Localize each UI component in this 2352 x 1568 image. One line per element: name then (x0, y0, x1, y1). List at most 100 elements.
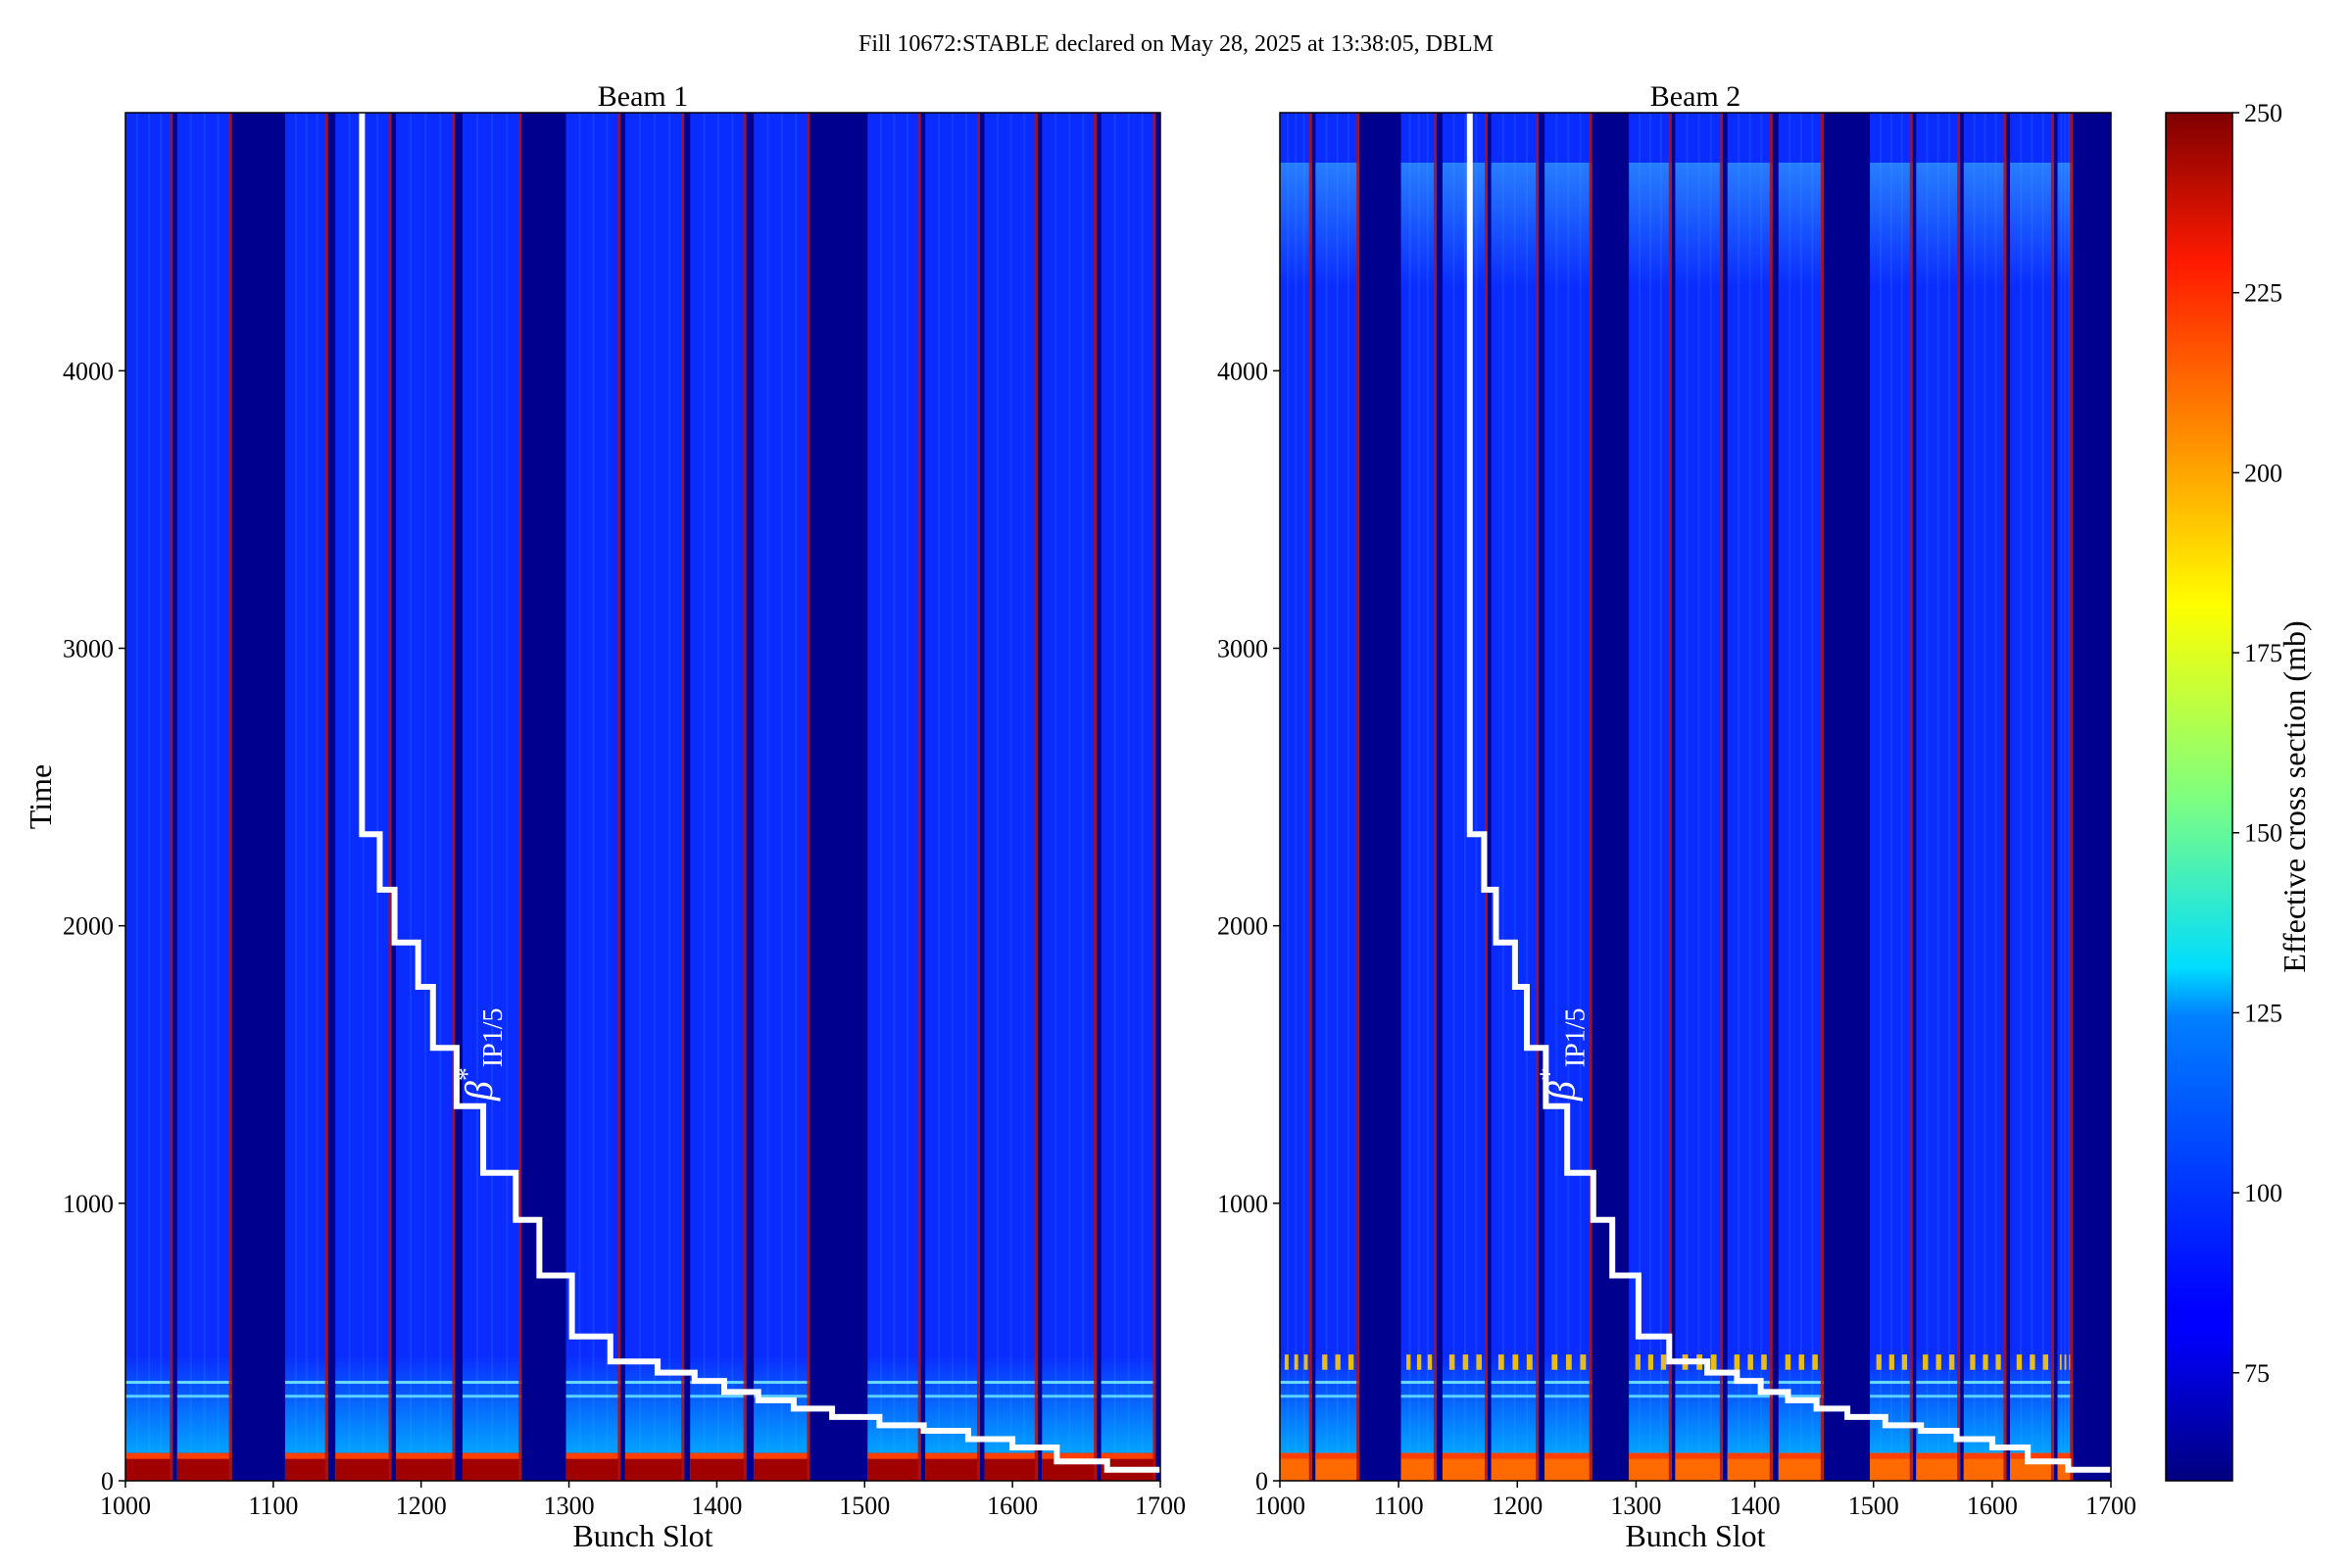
bunch-texture (1686, 113, 1689, 1481)
colorbar-ticks: 75 100 125 150 175 200 225 250 (2232, 99, 2282, 1388)
x-tick-label: 1600 (1967, 1492, 2018, 1520)
bunch-texture (1936, 113, 1939, 1481)
bunch-band-line (754, 1381, 810, 1385)
x-tick-label: 1300 (1610, 1492, 1661, 1520)
bunch-band-line (1916, 1381, 1961, 1385)
beam2-beta-star-layer: β*IP1/5 (1279, 112, 2112, 1482)
beta-star-annotation: β*IP1/5 (453, 1007, 509, 1102)
bunch-upper-glow (1963, 162, 2007, 288)
bunch-texture (997, 113, 1000, 1481)
bunch-band-line (284, 1395, 328, 1398)
bunch-band-line (1778, 1395, 1824, 1398)
bunch-texture (148, 113, 151, 1481)
bunch-band-line (1544, 1395, 1592, 1398)
bunch-band-line (125, 1395, 173, 1398)
beam1-beta-star-layer: β*IP1/5 (124, 112, 1161, 1482)
x-tick-label: 1700 (2085, 1492, 2136, 1520)
bunch-upper-glow (1675, 162, 1723, 288)
bunch-train (1101, 113, 1156, 1481)
bunch-high-edge (1042, 1452, 1098, 1459)
beam2-x-axis-label: Bunch Slot (1625, 1518, 1765, 1553)
bunch-edge-stripe (1668, 113, 1672, 1481)
bunch-texture (1141, 113, 1144, 1481)
bunch-texture (1648, 113, 1651, 1481)
beam2-heatmap (1280, 113, 2111, 1481)
bunch-train (867, 113, 921, 1481)
bunch-texture (506, 113, 509, 1481)
bunch-hotspot (1747, 1354, 1753, 1370)
bunch-texture (879, 113, 882, 1481)
bunch-high-edge (1442, 1452, 1488, 1459)
colorbar-label: Effective cross section (mb) (2277, 620, 2312, 972)
bunch-train (1963, 113, 2007, 1481)
bunch-train (1442, 113, 1488, 1481)
bunch-high-edge (1963, 1452, 2007, 1459)
bunch-hotspot (1497, 1354, 1504, 1370)
figure-title: Fill 10672:STABLE declared on May 28, 20… (858, 31, 1494, 57)
bunch-band-line (1675, 1395, 1723, 1398)
bunch-upper-glow (1442, 162, 1488, 288)
bunch-edge-stripe (617, 113, 621, 1481)
bunch-texture (668, 113, 671, 1481)
bunch-texture (716, 113, 719, 1481)
bunch-edge-stripe (1536, 113, 1540, 1481)
bunch-upper-glow (1778, 162, 1824, 288)
bunch-high-edge (335, 1452, 392, 1459)
bunch-band-line (565, 1381, 621, 1385)
bunch-texture (294, 113, 297, 1481)
y-tick-label: 1000 (1217, 1190, 1268, 1218)
bunch-edge-stripe (681, 113, 685, 1481)
bunch-band-line (1629, 1381, 1672, 1385)
bunch-upper-glow (1400, 162, 1437, 288)
bunch-hotspot (1970, 1354, 1976, 1370)
bunch-high-edge (1544, 1452, 1592, 1459)
bunch-hotspot (2059, 1354, 2062, 1370)
bunch-train (754, 113, 810, 1481)
bunch-texture (2060, 113, 2063, 1481)
bunch-high-edge (462, 1452, 522, 1459)
bunch-train (565, 113, 621, 1481)
bunch-train (1400, 113, 1437, 1481)
bunch-band-line (1870, 1381, 1913, 1385)
y-tick-label: 3000 (1217, 635, 1268, 663)
bunch-train (1629, 113, 1672, 1481)
bunch-upper-glow (1870, 162, 1913, 288)
bunch-band-line (754, 1395, 810, 1398)
x-tick-label: 1500 (839, 1492, 890, 1520)
bunch-hotspot (1734, 1354, 1740, 1370)
bunch-edge-stripe (2003, 113, 2007, 1481)
x-tick-label: 1700 (1135, 1492, 1186, 1520)
bunch-band-line (335, 1395, 392, 1398)
bunch-texture (795, 113, 798, 1481)
bunch-hotspot (2042, 1354, 2049, 1370)
bunch-texture (1336, 113, 1339, 1481)
bunch-edge-stripe (1820, 113, 1824, 1481)
y-tick-label: 4000 (63, 357, 114, 385)
bunch-hotspot (1322, 1354, 1328, 1370)
bunch-train (1675, 113, 1723, 1481)
bunch-edge-stripe (452, 113, 456, 1481)
bunch-band-line (1315, 1381, 1360, 1385)
bunch-texture (439, 113, 442, 1481)
bunch-hotspot (1660, 1354, 1667, 1370)
beta-subscript: IP1/5 (478, 1007, 509, 1067)
bunch-high-edge (1778, 1452, 1824, 1459)
bunch-low-band (2057, 1355, 2074, 1481)
bunch-texture (2031, 113, 2034, 1481)
bunch-texture (1417, 113, 1420, 1481)
bunch-high-edge (867, 1452, 921, 1459)
bunch-train (690, 113, 747, 1481)
bunch-texture (1567, 113, 1570, 1481)
bunch-texture (1295, 113, 1298, 1481)
bunch-hotspot (1303, 1354, 1308, 1370)
beam1-heatmap-panel: Beam 1 β*IP1/5 Bunch Slot Time 1000 1100 1… (23, 80, 1186, 1553)
bunch-train (2010, 113, 2054, 1481)
bunch-texture (316, 113, 318, 1481)
bunch-band-line (1491, 1395, 1540, 1398)
bunch-high-edge (1916, 1452, 1961, 1459)
bunch-texture (1748, 113, 1751, 1481)
bunch-high-edge (1727, 1452, 1773, 1459)
bunch-texture (410, 113, 413, 1481)
bunch-band-line (125, 1381, 173, 1385)
bunch-hotspot (1948, 1354, 1955, 1370)
